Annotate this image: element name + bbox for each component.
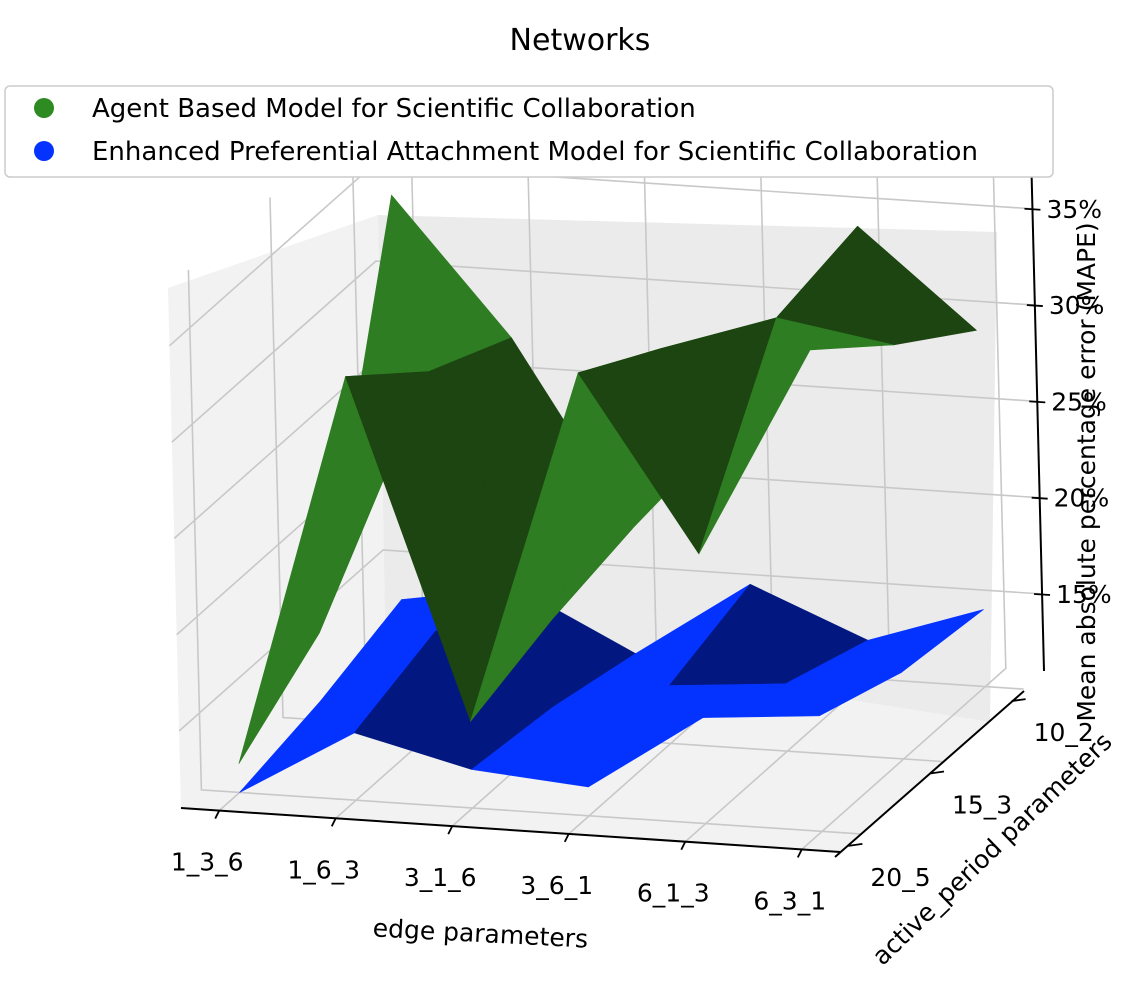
- legend-label-enhanced-pa: Enhanced Preferential Attachment Model f…: [92, 137, 978, 167]
- legend: Agent Based Model for Scientific Collabo…: [4, 85, 1054, 178]
- tick-labels: 1_3_6 1_6_3 3_1_6 3_6_1 6_1_3 6_3_1 10_2 15_3 20…: [171, 195, 1112, 916]
- x-axis-label: edge parameters: [372, 913, 589, 953]
- gridline-y-15_3: [269, 197, 943, 763]
- x-tick-label-3_6_1: 3_6_1: [520, 871, 593, 900]
- y-tick-15_3: [929, 770, 945, 775]
- x-tick-6_3_1: [796, 849, 803, 858]
- y-tick-label-15_3: 15_3: [952, 791, 1012, 820]
- x-tick-6_1_3: [680, 841, 687, 851]
- legend-marker-agent-based: [34, 98, 54, 118]
- x-tick-3_6_1: [563, 833, 570, 843]
- y-tick-label-20_5: 20_5: [870, 863, 930, 892]
- z-axis-label: Mean absolute percentage error (MAPE): [1072, 222, 1101, 721]
- x-tick-label-1_6_3: 1_6_3: [287, 855, 360, 884]
- z-tick-35%: [1024, 207, 1041, 211]
- x-tick-label-6_3_1: 6_3_1: [753, 886, 826, 915]
- z-tick-20%: [1031, 496, 1048, 500]
- surface-cell-series1-x4-y1: [702, 671, 902, 718]
- gridline-x-6_3_1: [801, 148, 1007, 850]
- z-tick-label-30%: 30%: [1049, 291, 1105, 320]
- chart-title: Networks: [510, 23, 651, 58]
- surface-cell-series0-x4-y1: [698, 317, 894, 555]
- x-tick-1_3_6: [214, 810, 221, 819]
- x-axis-line: [180, 807, 841, 853]
- x-tick-1_6_3: [330, 817, 337, 827]
- gridline-z-15%: [178, 549, 1043, 732]
- y-tick-label-10_2: 10_2: [1034, 718, 1094, 747]
- z-tick-label-20%: 20%: [1054, 484, 1110, 513]
- z-axis-line: [1030, 150, 1045, 672]
- legend-label-agent-based: Agent Based Model for Scientific Collabo…: [92, 94, 696, 124]
- surfaces: [238, 194, 984, 793]
- legend-marker-enhanced-pa: [34, 141, 54, 161]
- x-tick-label-3_1_6: 3_1_6: [404, 863, 477, 892]
- z-tick-15%: [1034, 593, 1051, 596]
- x-tick-3_1_6: [447, 825, 454, 835]
- z-tick-label-25%: 25%: [1051, 387, 1107, 416]
- y-tick-20_5: [848, 843, 863, 847]
- y-axis-line: [834, 690, 1025, 858]
- z-tick-label-15%: 15%: [1056, 580, 1112, 609]
- legend-box: [4, 85, 1054, 178]
- gridline-y-20_5: [187, 269, 861, 835]
- z-tick-label-35%: 35%: [1046, 195, 1102, 224]
- left-pane: [168, 215, 385, 808]
- y-tick-10_2: [1011, 698, 1026, 702]
- x-tick-label-6_1_3: 6_1_3: [637, 879, 710, 908]
- axes: [180, 150, 1051, 858]
- z-tick-30%: [1026, 304, 1043, 307]
- x-tick-label-1_3_6: 1_3_6: [171, 848, 244, 877]
- z-tick-25%: [1029, 400, 1046, 404]
